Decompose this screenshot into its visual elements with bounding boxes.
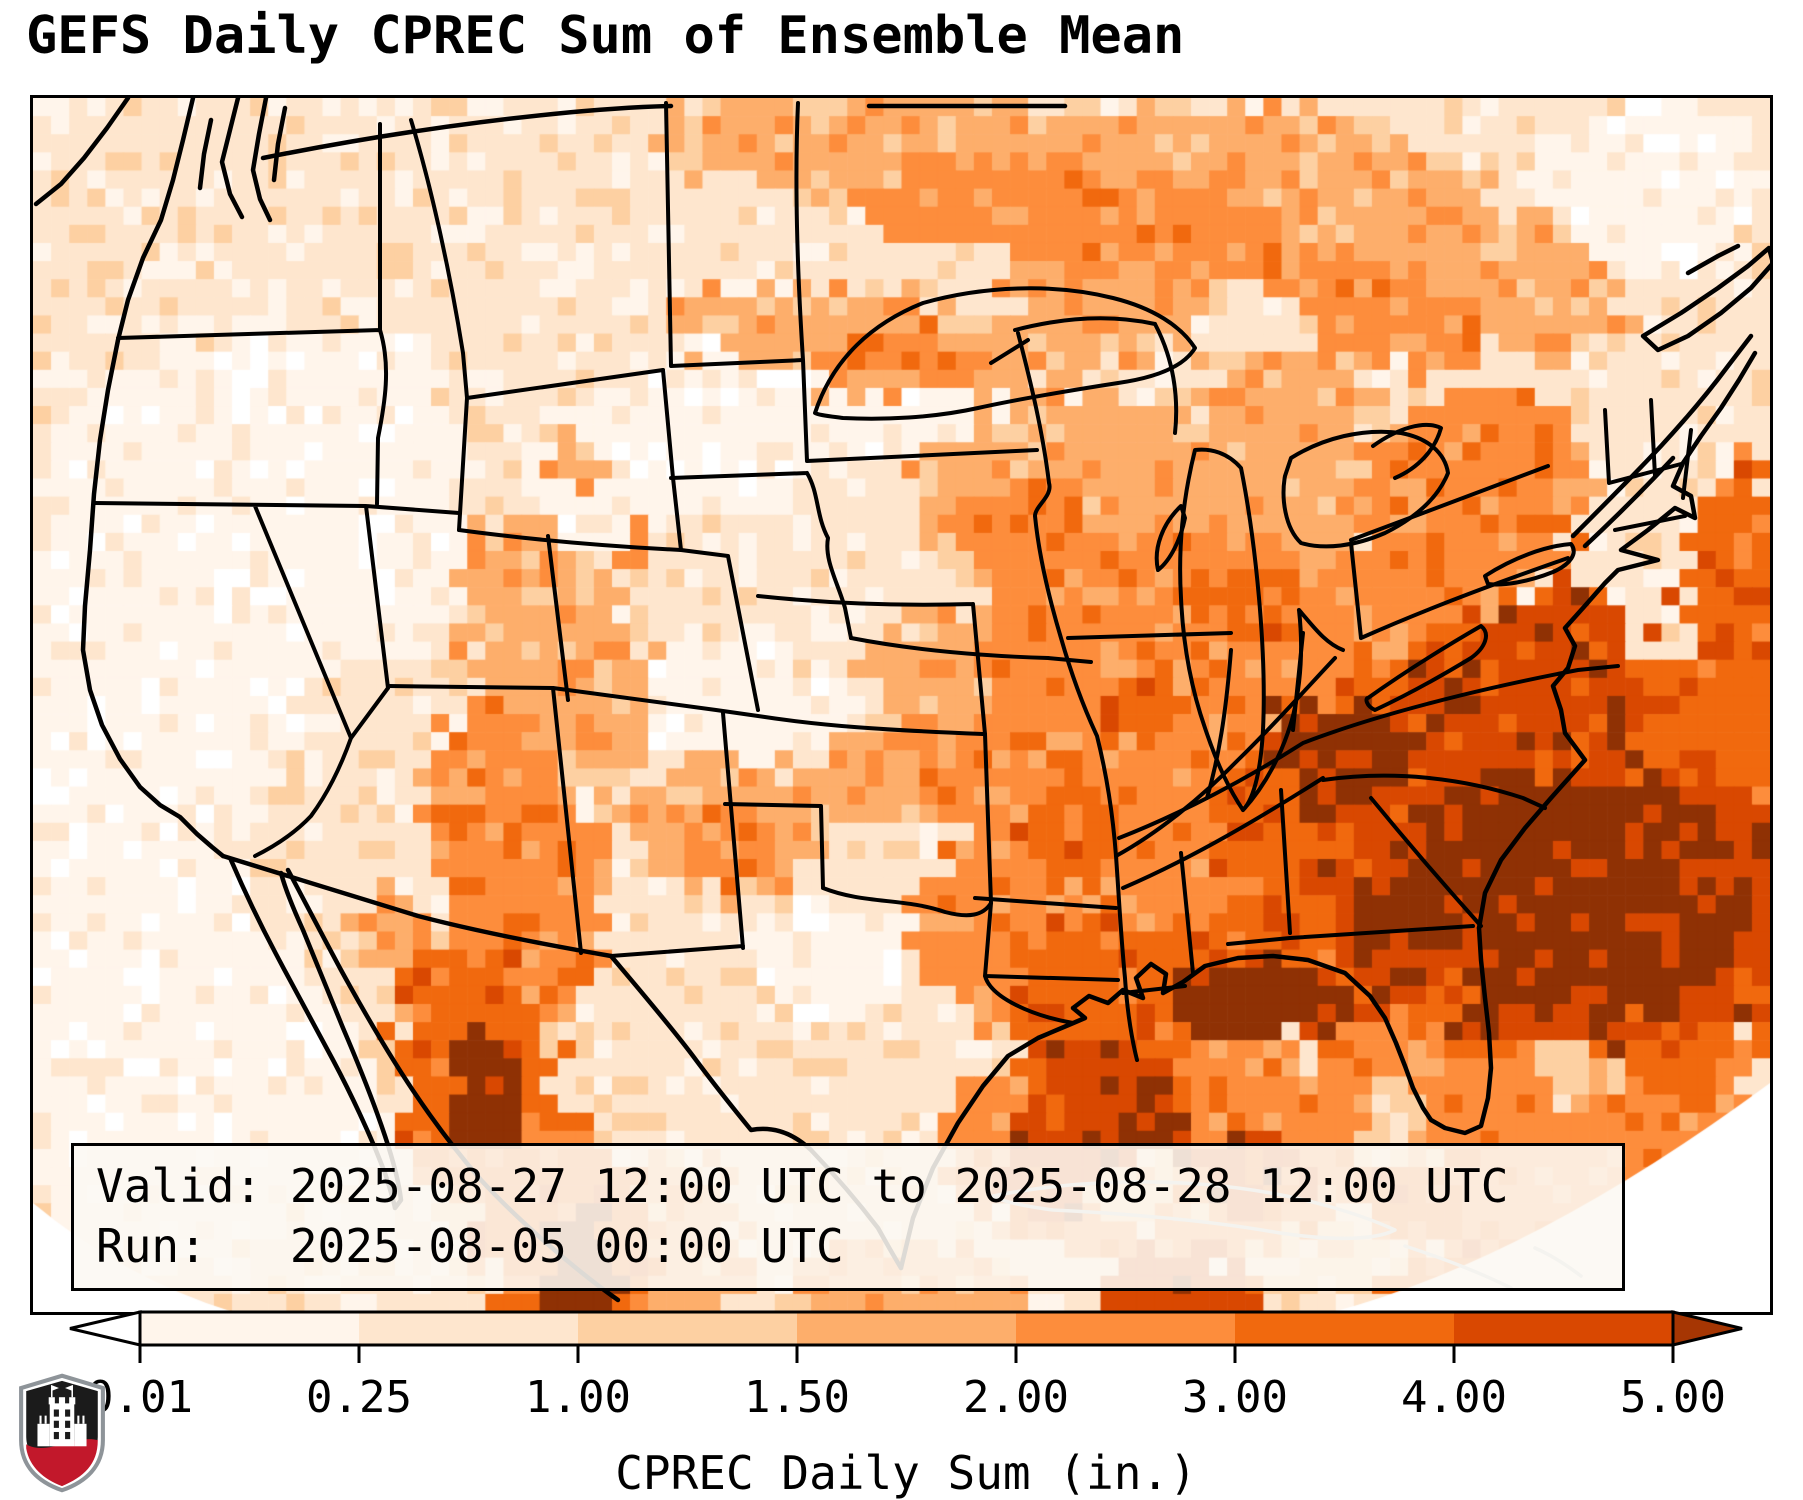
run-time-text: Run: 2025-08-05 00:00 UTC [96, 1219, 844, 1273]
niu-logo [19, 1373, 105, 1493]
colorbar-tick-5: 3.00 [1182, 1372, 1288, 1423]
state-borders-overlay [33, 98, 1770, 1303]
coastlines [33, 98, 1770, 1303]
colorbar-tick-4: 2.00 [963, 1372, 1069, 1423]
valid-time-text: Valid: 2025-08-27 12:00 UTC to 2025-08-2… [96, 1159, 1509, 1213]
niu-shield-red [26, 1439, 98, 1487]
colorbar-tick-7: 5.00 [1620, 1372, 1726, 1423]
niu-castle-windows [53, 1409, 71, 1440]
colorbar-tick-6: 4.00 [1401, 1372, 1507, 1423]
state-borders [93, 101, 1693, 1062]
figure-title: GEFS Daily CPREC Sum of Ensemble Mean [26, 6, 1185, 66]
precipitation-heatmap-canvas [33, 98, 1770, 1312]
colorbar [69, 1310, 1743, 1363]
colorbar-tick-1: 0.25 [306, 1372, 412, 1423]
colorbar-axis-label: CPREC Daily Sum (in.) [615, 1446, 1197, 1500]
colorbar-tick-3: 1.50 [744, 1372, 850, 1423]
valid-run-info-box: Valid: 2025-08-27 12:00 UTC to 2025-08-2… [71, 1143, 1625, 1291]
great-lakes [813, 286, 1576, 812]
precipitation-map: Valid: 2025-08-27 12:00 UTC to 2025-08-2… [30, 95, 1773, 1315]
colorbar-tick-2: 1.00 [525, 1372, 631, 1423]
